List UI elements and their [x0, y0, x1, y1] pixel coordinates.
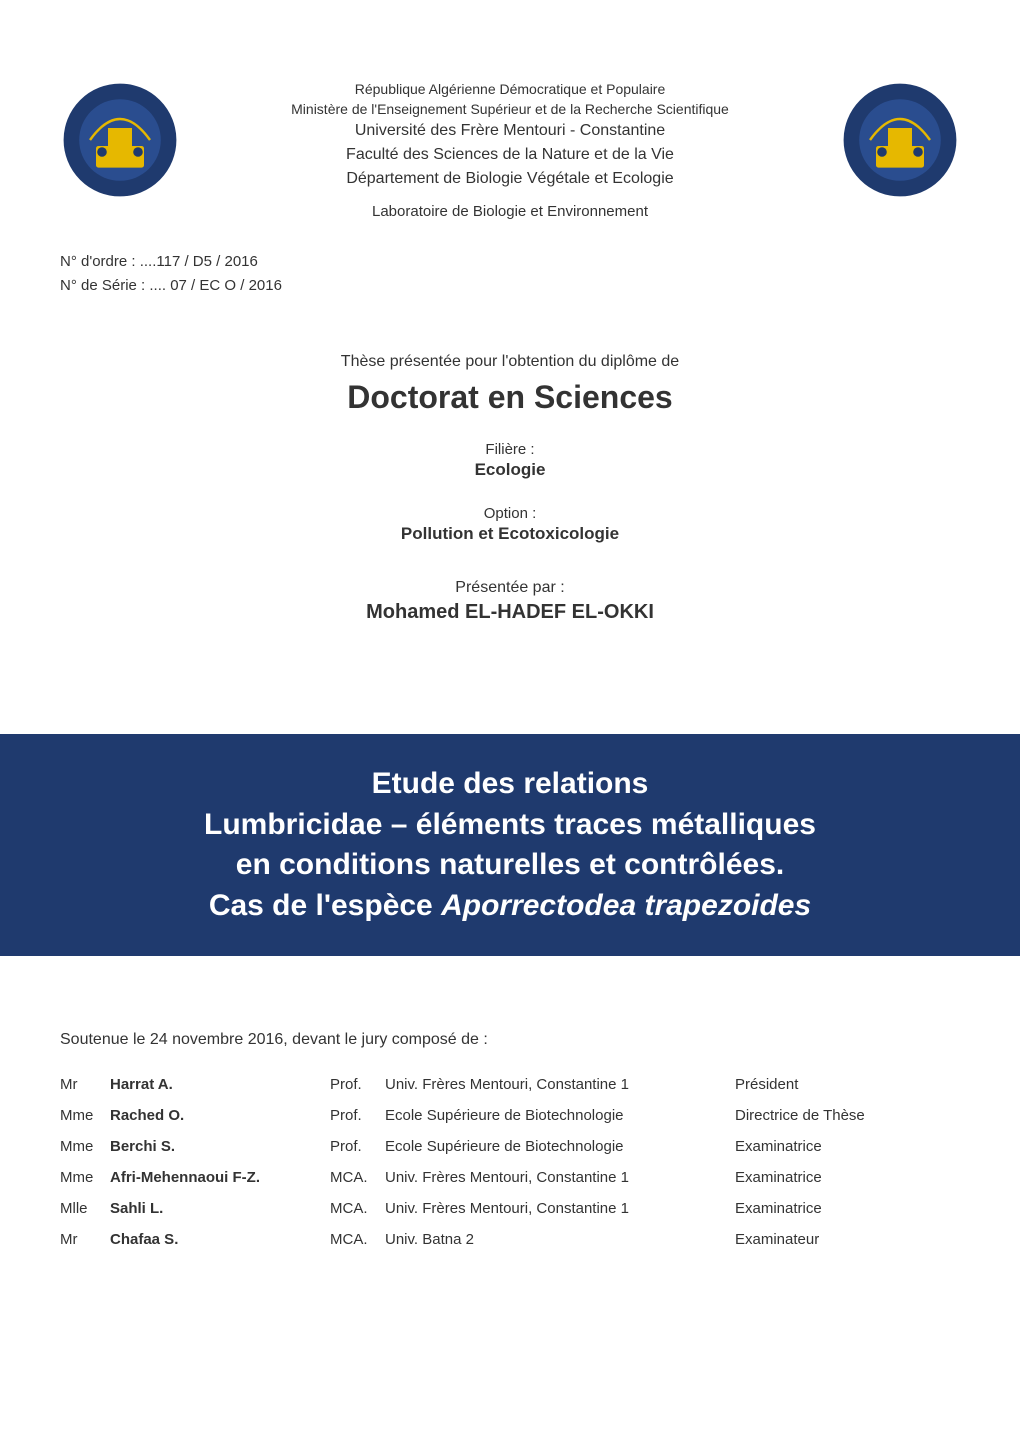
field-label: Filière : [60, 441, 960, 458]
jury-role: Président [735, 1076, 960, 1093]
jury-row: Mme Berchi S. Prof. Ecole Supérieure de … [60, 1131, 960, 1162]
jury-grade: Prof. [330, 1107, 385, 1124]
author-name: Mohamed EL-HADEF EL-OKKI [60, 601, 960, 624]
banner-line-1: Etude des relations [20, 764, 1000, 805]
university-logo-left [60, 80, 180, 200]
jury-row: Mme Afri-Mehennaoui F-Z. MCA. Univ. Frèr… [60, 1162, 960, 1193]
jury-grade: Prof. [330, 1076, 385, 1093]
jury-table: Mr Harrat A. Prof. Univ. Frères Mentouri… [0, 1069, 1020, 1255]
header-university: Université des Frère Mentouri - Constant… [190, 119, 830, 143]
banner-species-name: Aporrectodea trapezoides [441, 889, 811, 922]
header-lab: Laboratoire de Biologie et Environnement [190, 203, 830, 220]
defense-info: Soutenue le 24 novembre 2016, devant le … [0, 1031, 1020, 1049]
jury-row: Mme Rached O. Prof. Ecole Supérieure de … [60, 1100, 960, 1131]
thesis-title-banner: Etude des relations Lumbricidae – élémen… [0, 734, 1020, 956]
option-section: Option : Pollution et Ecotoxicologie [60, 505, 960, 544]
jury-grade: MCA. [330, 1231, 385, 1248]
jury-name: Harrat A. [110, 1076, 330, 1093]
degree-title: Doctorat en Sciences [60, 379, 960, 416]
jury-affiliation: Univ. Frères Mentouri, Constantine 1 [385, 1169, 735, 1186]
jury-row: Mr Chafaa S. MCA. Univ. Batna 2 Examinat… [60, 1224, 960, 1255]
jury-title: Mme [60, 1138, 110, 1155]
jury-name: Chafaa S. [110, 1231, 330, 1248]
banner-line-3: en conditions naturelles et contrôlées. [20, 845, 1000, 886]
header-text-block: République Algérienne Démocratique et Po… [180, 80, 840, 220]
jury-grade: Prof. [330, 1138, 385, 1155]
jury-affiliation: Ecole Supérieure de Biotechnologie [385, 1138, 735, 1155]
jury-title: Mr [60, 1231, 110, 1248]
jury-role: Examinatrice [735, 1200, 960, 1217]
option-label: Option : [60, 505, 960, 522]
jury-name: Sahli L. [110, 1200, 330, 1217]
series-number: N° de Série : .... 07 / EC O / 2016 [60, 274, 960, 298]
jury-name: Afri-Mehennaoui F-Z. [110, 1169, 330, 1186]
thesis-intro-line: Thèse présentée pour l'obtention du dipl… [60, 353, 960, 371]
jury-name: Rached O. [110, 1107, 330, 1124]
page-container: République Algérienne Démocratique et Po… [0, 0, 1020, 684]
presented-label: Présentée par : [60, 579, 960, 597]
field-value: Ecologie [60, 460, 960, 480]
header-faculty: Faculté des Sciences de la Nature et de … [190, 143, 830, 167]
header-row: République Algérienne Démocratique et Po… [60, 80, 960, 220]
jury-affiliation: Ecole Supérieure de Biotechnologie [385, 1107, 735, 1124]
header-ministry: Ministère de l'Enseignement Supérieur et… [190, 100, 830, 120]
jury-row: Mr Harrat A. Prof. Univ. Frères Mentouri… [60, 1069, 960, 1100]
jury-affiliation: Univ. Batna 2 [385, 1231, 735, 1248]
jury-grade: MCA. [330, 1200, 385, 1217]
jury-title: Mlle [60, 1200, 110, 1217]
university-logo-right [840, 80, 960, 200]
reference-numbers: N° d'ordre : ....117 / D5 / 2016 N° de S… [60, 250, 960, 298]
jury-role: Examinatrice [735, 1138, 960, 1155]
jury-title: Mme [60, 1107, 110, 1124]
jury-affiliation: Univ. Frères Mentouri, Constantine 1 [385, 1076, 735, 1093]
jury-role: Examinatrice [735, 1169, 960, 1186]
jury-role: Examinateur [735, 1231, 960, 1248]
jury-title: Mme [60, 1169, 110, 1186]
header-republic: République Algérienne Démocratique et Po… [190, 80, 830, 100]
field-section: Filière : Ecologie [60, 441, 960, 480]
jury-row: Mlle Sahli L. MCA. Univ. Frères Mentouri… [60, 1193, 960, 1224]
jury-affiliation: Univ. Frères Mentouri, Constantine 1 [385, 1200, 735, 1217]
order-number: N° d'ordre : ....117 / D5 / 2016 [60, 250, 960, 274]
header-department: Département de Biologie Végétale et Ecol… [190, 167, 830, 191]
jury-title: Mr [60, 1076, 110, 1093]
banner-line4-prefix: Cas de l'espèce [209, 889, 441, 922]
presented-section: Présentée par : Mohamed EL-HADEF EL-OKKI [60, 579, 960, 624]
option-value: Pollution et Ecotoxicologie [60, 524, 960, 544]
jury-name: Berchi S. [110, 1138, 330, 1155]
jury-grade: MCA. [330, 1169, 385, 1186]
banner-line-4: Cas de l'espèce Aporrectodea trapezoides [20, 886, 1000, 927]
jury-role: Directrice de Thèse [735, 1107, 960, 1124]
banner-line-2: Lumbricidae – éléments traces métallique… [20, 805, 1000, 846]
